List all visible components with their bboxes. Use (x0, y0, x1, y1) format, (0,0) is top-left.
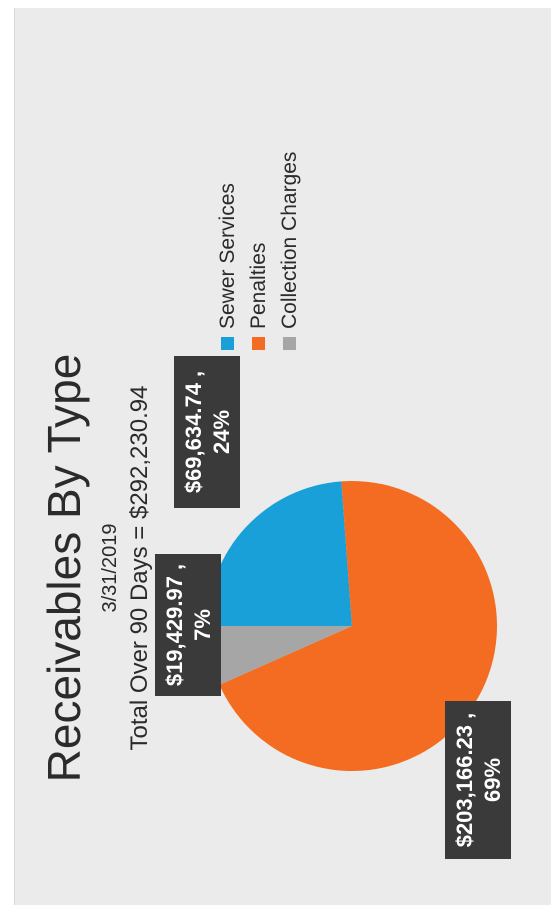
data-labels: $69,634.74 , 24% $203,166.23 , 69% $19,429.9… (155, 356, 511, 859)
data-label-box-sewer-services (174, 356, 240, 508)
data-label-percent-collection-charges: 7% (190, 609, 215, 641)
data-label-box-penalties (445, 701, 511, 859)
data-label-value-sewer-services: $69,634.74 , (181, 371, 206, 493)
legend: Sewer Services Penalties Collection Charge… (216, 152, 301, 350)
pie-slice-collection-charges (207, 626, 352, 685)
legend-swatch-penalties (252, 337, 265, 350)
data-label-box-collection-charges (155, 554, 221, 696)
chart-total-line: Total Over 90 Days = $292,230.94 (126, 386, 153, 751)
chart-title: Receivables By Type (38, 354, 90, 783)
data-label-percent-penalties: 69% (480, 758, 505, 802)
legend-label-penalties: Penalties (247, 243, 270, 329)
pie-slice-sewer-services (207, 481, 352, 626)
data-label-percent-sewer-services: 24% (209, 410, 234, 454)
pie-slice-penalties (219, 481, 497, 771)
data-label-value-collection-charges: $19,429.97 , (162, 564, 187, 686)
legend-label-collection-charges: Collection Charges (278, 152, 301, 329)
legend-swatch-sewer-services (221, 337, 234, 350)
legend-swatch-collection-charges (283, 337, 296, 350)
pie-slices (207, 481, 497, 771)
legend-label-sewer-services: Sewer Services (216, 183, 239, 329)
data-label-value-penalties: $203,166.23 , (452, 713, 477, 848)
chart-subtitle-date: 3/31/2019 (99, 524, 121, 613)
